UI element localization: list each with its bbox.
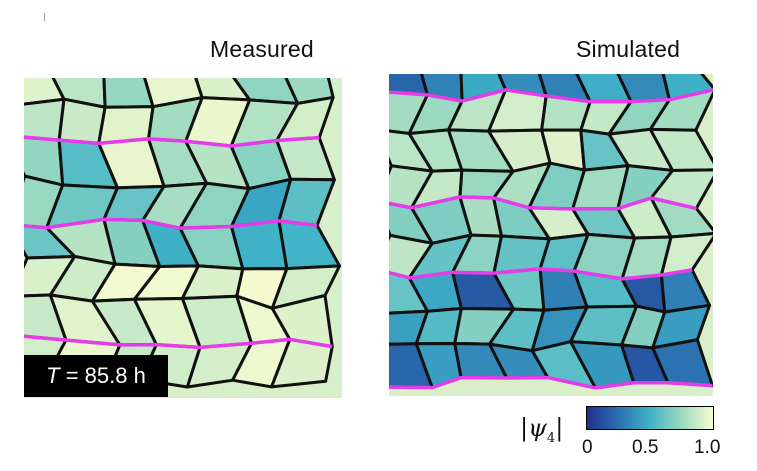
time-variable: T xyxy=(46,363,60,388)
cell xyxy=(277,219,342,271)
measured-tissue-image xyxy=(24,78,342,398)
simulated-panel-title: Simulated xyxy=(576,36,681,62)
cell xyxy=(277,177,336,227)
grain-boundary-line xyxy=(389,195,697,211)
time-value: = 85.8 h xyxy=(59,363,146,388)
colorbar-tick-max: 1.0 xyxy=(694,437,721,458)
colorbar-tick-mid: 0.5 xyxy=(632,437,659,458)
grain-boundary-line xyxy=(389,88,713,104)
cell xyxy=(648,127,713,172)
grain-boundary-line xyxy=(24,135,320,148)
cell xyxy=(659,232,713,277)
measured-panel-title: Measured xyxy=(210,36,314,62)
grain-boundary-line xyxy=(389,375,713,390)
cell xyxy=(24,97,66,142)
grain-boundary-line xyxy=(24,334,333,350)
simulated-cell-map xyxy=(389,74,713,390)
colorbar-label-main: |ψ xyxy=(520,414,547,442)
measured-cell-map xyxy=(24,78,342,389)
cell xyxy=(57,97,107,145)
time-label-badge: T = 85.8 h xyxy=(24,355,168,397)
grain-boundary-line xyxy=(24,217,318,230)
colorbar-label-subscript: 4 xyxy=(546,430,556,446)
grain-boundary-line xyxy=(389,267,693,281)
corner-tick-mark xyxy=(44,13,45,21)
cell xyxy=(661,74,713,102)
colorbar-tick-min: 0 xyxy=(582,437,593,458)
simulated-tissue-image xyxy=(389,74,713,396)
colorbar-label: |ψ4| xyxy=(520,414,563,446)
cell-group xyxy=(389,74,713,390)
colorbar-gradient xyxy=(586,406,714,430)
colorbar-label-end: | xyxy=(555,414,564,442)
cell xyxy=(229,219,289,271)
